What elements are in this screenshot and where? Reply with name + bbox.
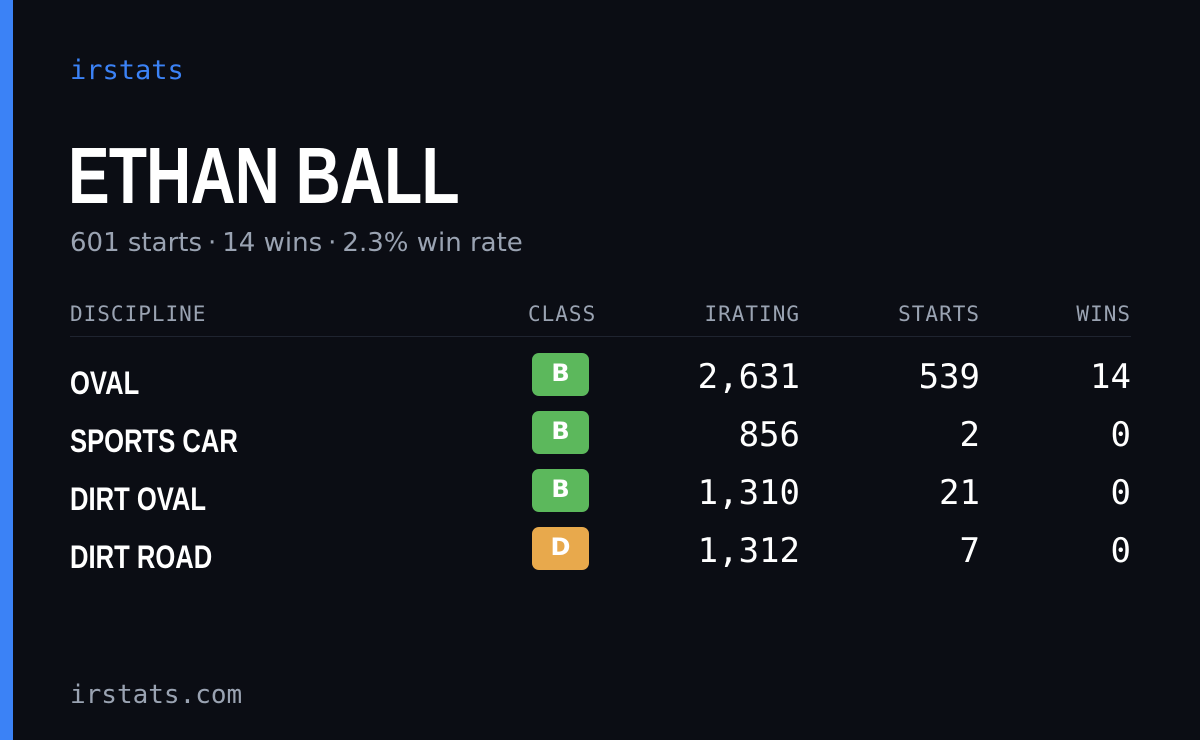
table-row: OVAL B 2,631 539 14 — [70, 353, 1131, 411]
irating-value: 1,310 — [697, 473, 800, 513]
table-body: OVAL B 2,631 539 14 SPORTS CAR B 856 2 0… — [70, 337, 1131, 585]
header-irating: IRATING — [704, 302, 800, 326]
class-badge: B — [532, 353, 589, 396]
header-class: CLASS — [528, 302, 597, 326]
irating-value: 856 — [738, 415, 800, 455]
discipline-name: DIRT OVAL — [70, 481, 207, 517]
wins-summary: 14 wins — [222, 228, 323, 258]
discipline-name: SPORTS CAR — [70, 423, 238, 459]
brand-logo[interactable]: irstats — [70, 55, 184, 86]
starts-value: 21 — [939, 473, 980, 513]
starts-value: 2 — [959, 415, 980, 455]
accent-bar — [0, 0, 13, 740]
table-header: DISCIPLINE CLASS IRATING STARTS WINS — [70, 298, 1131, 337]
table-row: DIRT OVAL B 1,310 21 0 — [70, 469, 1131, 527]
header-discipline: DISCIPLINE — [70, 302, 207, 326]
driver-name: ETHAN BALL — [68, 131, 460, 220]
wins-value: 0 — [1110, 473, 1131, 513]
license-table: DISCIPLINE CLASS IRATING STARTS WINS OVA… — [70, 298, 1131, 585]
discipline-name: OVAL — [70, 365, 140, 401]
win-rate-summary: 2.3% win rate — [342, 228, 523, 258]
wins-value: 0 — [1110, 415, 1131, 455]
starts-value: 7 — [959, 531, 980, 571]
table-row: DIRT ROAD D 1,312 7 0 — [70, 527, 1131, 585]
footer-url[interactable]: irstats.com — [70, 680, 243, 710]
class-badge: B — [532, 411, 589, 454]
starts-value: 539 — [918, 357, 980, 397]
table-row: SPORTS CAR B 856 2 0 — [70, 411, 1131, 469]
irating-value: 2,631 — [697, 357, 800, 397]
header-starts: STARTS — [898, 302, 980, 326]
discipline-name: DIRT ROAD — [70, 539, 213, 575]
class-badge: B — [532, 469, 589, 512]
separator: · — [208, 228, 217, 258]
irating-value: 1,312 — [697, 531, 800, 571]
wins-value: 14 — [1090, 357, 1131, 397]
header-wins: WINS — [1076, 302, 1131, 326]
driver-summary: 601 starts · 14 wins · 2.3% win rate — [70, 228, 523, 258]
wins-value: 0 — [1110, 531, 1131, 571]
class-badge: D — [532, 527, 589, 570]
starts-summary: 601 starts — [70, 228, 202, 258]
separator: · — [328, 228, 337, 258]
